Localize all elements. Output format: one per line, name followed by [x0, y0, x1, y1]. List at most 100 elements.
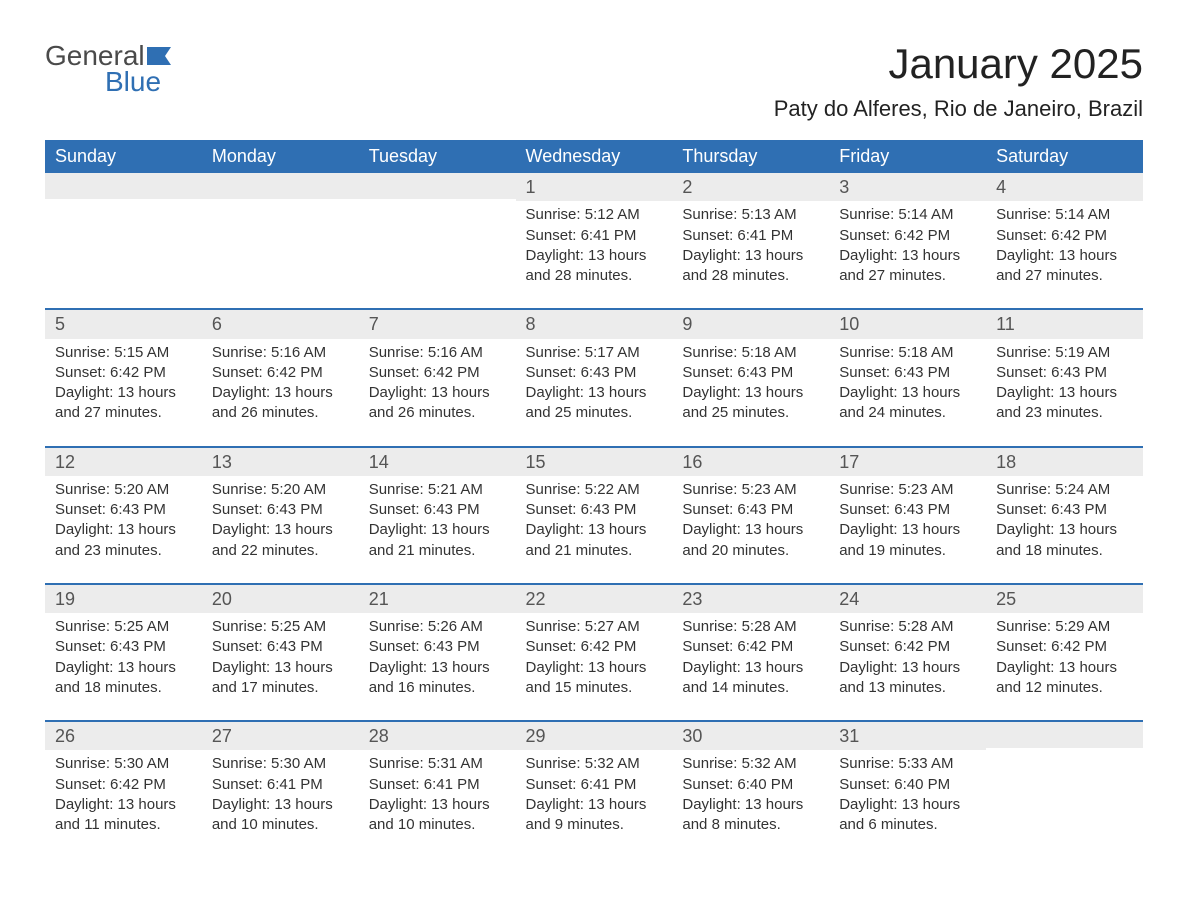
sunrise-text: Sunrise: 5:33 AM	[839, 754, 976, 774]
daylight-text: Daylight: 13 hours and 20 minutes.	[682, 520, 819, 561]
day-number: 22	[516, 585, 673, 613]
day-number: 20	[202, 585, 359, 613]
day-cell: 24 Sunrise: 5:28 AMSunset: 6:42 PMDayligh…	[829, 584, 986, 721]
day-header: Friday	[829, 140, 986, 173]
day-number: 6	[202, 310, 359, 338]
day-number	[986, 722, 1143, 748]
day-cell: 14Sunrise: 5:21 AMSunset: 6:43 PMDayligh…	[359, 447, 516, 584]
sunset-text: Sunset: 6:42 PM	[212, 363, 349, 383]
sunrise-text: Sunrise: 5:29 AM	[996, 617, 1133, 637]
sunrise-text: Sunrise: 5:31 AM	[369, 754, 506, 774]
calendar-body: 1Sunrise: 5:12 AMSunset: 6:41 PMDaylight…	[45, 173, 1143, 857]
sun-info: Sunrise: 5:25 AMSunset: 6:43 PMDaylight:…	[55, 617, 192, 698]
sunset-text: Sunset: 6:43 PM	[526, 363, 663, 383]
sun-info: Sunrise: 5:12 AMSunset: 6:41 PMDaylight:…	[526, 205, 663, 286]
sunset-text: Sunset: 6:43 PM	[839, 500, 976, 520]
day-cell: 2Sunrise: 5:13 AMSunset: 6:41 PMDaylight…	[672, 173, 829, 309]
sun-info: Sunrise: 5:32 AMSunset: 6:41 PMDaylight:…	[526, 754, 663, 835]
sunset-text: Sunset: 6:41 PM	[369, 775, 506, 795]
sunrise-text: Sunrise: 5:23 AM	[682, 480, 819, 500]
day-cell	[986, 721, 1143, 857]
sunset-text: Sunset: 6:42 PM	[996, 637, 1133, 657]
day-number: 10	[829, 310, 986, 338]
sun-info: Sunrise: 5:21 AMSunset: 6:43 PMDaylight:…	[369, 480, 506, 561]
sun-info: Sunrise: 5:27 AMSunset: 6:42 PMDaylight:…	[526, 617, 663, 698]
daylight-text: Daylight: 13 hours and 24 minutes.	[839, 383, 976, 424]
day-number: 3	[829, 173, 986, 201]
sun-info: Sunrise: 5:28 AMSunset: 6:42 PMDaylight:…	[682, 617, 819, 698]
day-number: 5	[45, 310, 202, 338]
day-cell: 10Sunrise: 5:18 AMSunset: 6:43 PMDayligh…	[829, 309, 986, 446]
day-number: 27	[202, 722, 359, 750]
day-number: 28	[359, 722, 516, 750]
day-cell: 18Sunrise: 5:24 AMSunset: 6:43 PMDayligh…	[986, 447, 1143, 584]
day-cell: 23Sunrise: 5:28 AMSunset: 6:42 PMDayligh…	[672, 584, 829, 721]
logo: General Blue	[45, 40, 171, 98]
sunset-text: Sunset: 6:43 PM	[526, 500, 663, 520]
daylight-text: Daylight: 13 hours and 21 minutes.	[526, 520, 663, 561]
sun-info: Sunrise: 5:13 AMSunset: 6:41 PMDaylight:…	[682, 205, 819, 286]
day-number: 4	[986, 173, 1143, 201]
sunrise-text: Sunrise: 5:21 AM	[369, 480, 506, 500]
sunrise-text: Sunrise: 5:23 AM	[839, 480, 976, 500]
day-header: Wednesday	[516, 140, 673, 173]
daylight-text: Daylight: 13 hours and 23 minutes.	[55, 520, 192, 561]
sunset-text: Sunset: 6:43 PM	[839, 363, 976, 383]
day-number: 13	[202, 448, 359, 476]
sunset-text: Sunset: 6:43 PM	[369, 637, 506, 657]
daylight-text: Daylight: 13 hours and 9 minutes.	[526, 795, 663, 836]
sunrise-text: Sunrise: 5:20 AM	[55, 480, 192, 500]
day-cell: 21Sunrise: 5:26 AMSunset: 6:43 PMDayligh…	[359, 584, 516, 721]
day-number: 18	[986, 448, 1143, 476]
calendar-table: SundayMondayTuesdayWednesdayThursdayFrid…	[45, 140, 1143, 857]
week-row: 12Sunrise: 5:20 AMSunset: 6:43 PMDayligh…	[45, 447, 1143, 584]
sunrise-text: Sunrise: 5:22 AM	[526, 480, 663, 500]
daylight-text: Daylight: 13 hours and 10 minutes.	[212, 795, 349, 836]
daylight-text: Daylight: 13 hours and 12 minutes.	[996, 658, 1133, 699]
sunset-text: Sunset: 6:43 PM	[369, 500, 506, 520]
day-cell: 22 Sunrise: 5:27 AMSunset: 6:42 PMDayligh…	[516, 584, 673, 721]
week-row: 26 Sunrise: 5:30 AMSunset: 6:42 PM Dayligh…	[45, 721, 1143, 857]
sun-info: Sunrise: 5:22 AMSunset: 6:43 PMDaylight:…	[526, 480, 663, 561]
day-cell: 29Sunrise: 5:32 AMSunset: 6:41 PMDayligh…	[516, 721, 673, 857]
day-cell	[45, 173, 202, 309]
daylight-text: Daylight: 13 hours and 18 minutes.	[996, 520, 1133, 561]
sunset-text: Sunset: 6:42 PM	[55, 363, 192, 383]
day-number: 26	[45, 722, 202, 750]
sunset-text: Sunset: 6:42 PM	[526, 637, 663, 657]
day-cell: 3 Sunrise: 5:14 AMSunset: 6:42 PMDaylight…	[829, 173, 986, 309]
sunrise-text: Sunrise: 5:28 AM	[839, 617, 976, 637]
sunrise-text: Sunrise: 5:12 AM	[526, 205, 663, 225]
sun-info: Sunrise: 5:14 AMSunset: 6:42 PMDaylight:…	[839, 205, 976, 286]
sunset-text: Sunset: 6:42 PM	[996, 226, 1133, 246]
sunrise-text: Sunrise: 5:30 AM	[55, 754, 192, 774]
sunset-text: Sunset: 6:43 PM	[682, 363, 819, 383]
month-title: January 2025	[774, 40, 1143, 88]
sunset-text: Sunset: 6:42 PM	[369, 363, 506, 383]
sunset-text: Sunset: 6:42 PM	[682, 637, 819, 657]
day-cell	[202, 173, 359, 309]
sunset-text: Sunset: 6:40 PM	[839, 775, 976, 795]
sunset-text: Sunset: 6:41 PM	[682, 226, 819, 246]
sunset-text: Sunset: 6:42 PM	[55, 775, 192, 795]
week-row: 5Sunrise: 5:15 AMSunset: 6:42 PMDaylight…	[45, 309, 1143, 446]
day-number: 17	[829, 448, 986, 476]
day-number: 8	[516, 310, 673, 338]
sunset-text: Sunset: 6:40 PM	[682, 775, 819, 795]
daylight-text: Daylight: 13 hours and 27 minutes.	[839, 246, 976, 287]
day-number: 24	[829, 585, 986, 613]
sunset-text: Sunset: 6:41 PM	[212, 775, 349, 795]
sunrise-text: Sunrise: 5:14 AM	[996, 205, 1133, 225]
sunrise-text: Sunrise: 5:20 AM	[212, 480, 349, 500]
day-cell: 15Sunrise: 5:22 AMSunset: 6:43 PMDayligh…	[516, 447, 673, 584]
sun-info: Sunrise: 5:16 AMSunset: 6:42 PMDaylight:…	[369, 343, 506, 424]
day-header: Monday	[202, 140, 359, 173]
sun-info: Sunrise: 5:29 AMSunset: 6:42 PMDaylight:…	[996, 617, 1133, 698]
sun-info: Sunrise: 5:28 AMSunset: 6:42 PMDaylight:…	[839, 617, 976, 698]
sun-info: Sunrise: 5:14 AMSunset: 6:42 PMDaylight:…	[996, 205, 1133, 286]
daylight-text: Daylight: 13 hours and 19 minutes.	[839, 520, 976, 561]
day-cell: 6Sunrise: 5:16 AMSunset: 6:42 PMDaylight…	[202, 309, 359, 446]
day-number: 31	[829, 722, 986, 750]
sunrise-text: Sunrise: 5:16 AM	[369, 343, 506, 363]
sunrise-text: Sunrise: 5:32 AM	[526, 754, 663, 774]
